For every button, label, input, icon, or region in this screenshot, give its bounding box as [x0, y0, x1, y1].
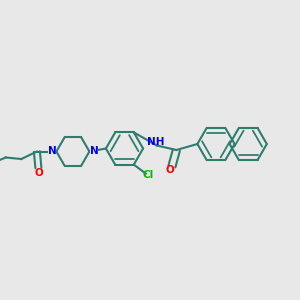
- Text: NH: NH: [147, 137, 164, 147]
- Text: N: N: [47, 146, 56, 157]
- Text: O: O: [34, 168, 43, 178]
- Text: O: O: [165, 165, 174, 175]
- Text: Cl: Cl: [142, 170, 154, 180]
- Text: N: N: [89, 146, 98, 157]
